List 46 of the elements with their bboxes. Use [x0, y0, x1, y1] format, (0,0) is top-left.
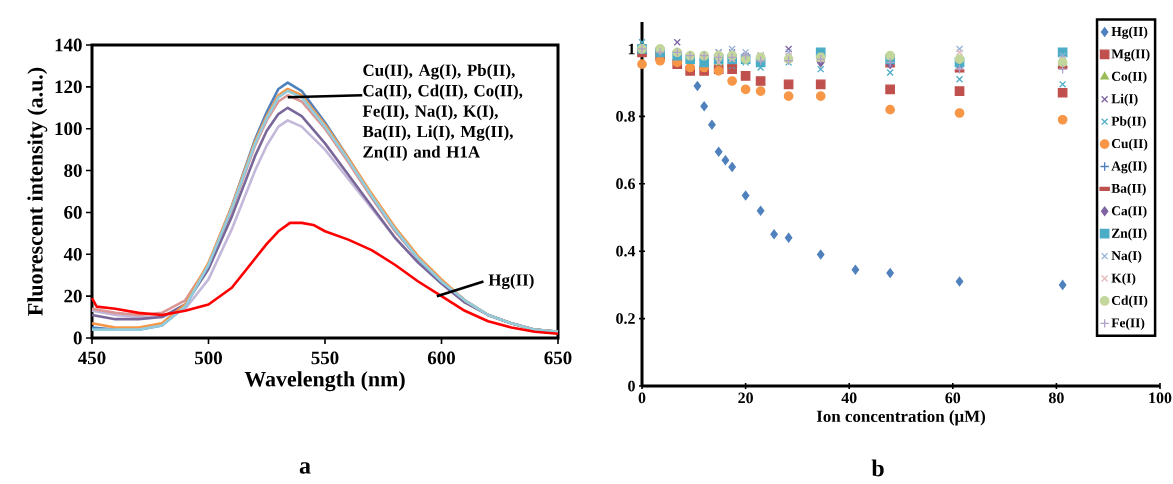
legend-label: Pb(II) [1111, 116, 1146, 129]
annotation: Cu(II), Ag(I), Pb(II), Ca(II), Cd(II), Co(II), Fe(II), Na(I), K(I), Ba(II), Li(I), Mg(II), Zn(II) and H1A [362, 64, 523, 162]
text: a [299, 462, 311, 474]
y-tick-label: 0.6 [616, 178, 636, 190]
x-tick-label: 20 [738, 392, 753, 404]
x-tick-label: 60 [945, 392, 961, 404]
legend-label: Hg(II) [1111, 26, 1148, 39]
legend-label: Li(I) [1111, 93, 1138, 107]
legend-label: Co(II) [1111, 71, 1147, 84]
y-tick-label: 20 [64, 289, 82, 303]
y-tick-label: 0 [73, 331, 82, 345]
legend-label: Ca(II) [1111, 205, 1147, 219]
x-axis-title: Ion concentration (μM) [816, 410, 986, 426]
y-tick-label: 0 [628, 380, 635, 392]
legend-label: Cu(II) [1111, 138, 1148, 151]
text: b [871, 459, 884, 477]
y-tick-label: 40 [63, 247, 82, 261]
y-tick-label: 80 [64, 164, 82, 177]
legend-label: Zn(II) [1111, 228, 1147, 241]
y-tick-label: 60 [64, 206, 82, 219]
legend-label: Fe(II) [1111, 317, 1145, 331]
x-tick-label: 500 [195, 351, 222, 365]
y-tick-label: 0.8 [616, 110, 635, 122]
legend-label: Ag(II) [1111, 161, 1147, 174]
legend-label: Mg(II) [1111, 49, 1150, 62]
legend-label: K(I) [1111, 273, 1136, 286]
legend-label: Na(I) [1111, 250, 1142, 263]
y-tick-label: 120 [55, 80, 82, 94]
x-tick-label: 550 [311, 351, 339, 365]
y-tick-label: 100 [55, 122, 82, 136]
legend-label: Ba(II) [1111, 183, 1146, 196]
x-tick-label: 80 [1048, 392, 1064, 404]
y-tick-label: 1 [628, 43, 635, 55]
y-axis-title: Fluorescent intensity (a.u.) [27, 67, 48, 316]
y-tick-label: 0.4 [616, 245, 636, 257]
x-tick-label: 40 [841, 392, 857, 404]
annotation: Hg(II) [488, 273, 534, 290]
x-tick-label: 0 [638, 392, 646, 404]
y-tick-label: 0.2 [616, 313, 635, 324]
x-tick-label: 600 [427, 351, 455, 365]
x-axis-title: Wavelength (nm) [244, 371, 405, 392]
y-tick-label: 140 [55, 38, 82, 52]
legend-label: Cd(II) [1111, 295, 1148, 308]
x-tick-label: 450 [78, 351, 106, 365]
x-tick-label: 650 [544, 351, 572, 365]
x-tick-label: 100 [1149, 392, 1172, 404]
